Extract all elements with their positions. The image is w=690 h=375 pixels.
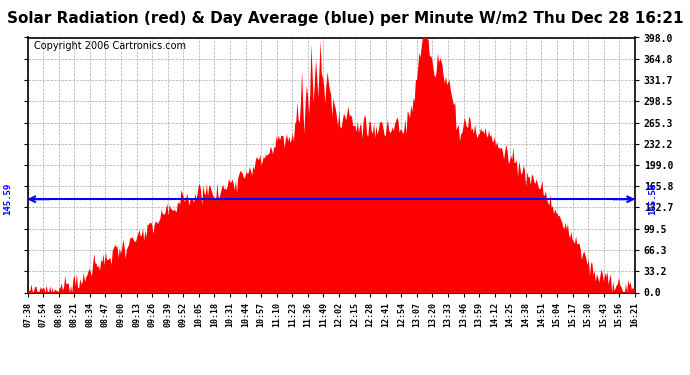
Text: 145.59: 145.59: [3, 183, 12, 215]
Text: 145.59: 145.59: [648, 183, 657, 215]
Text: Solar Radiation (red) & Day Average (blue) per Minute W/m2 Thu Dec 28 16:21: Solar Radiation (red) & Day Average (blu…: [7, 11, 683, 26]
Text: Copyright 2006 Cartronics.com: Copyright 2006 Cartronics.com: [34, 41, 186, 51]
